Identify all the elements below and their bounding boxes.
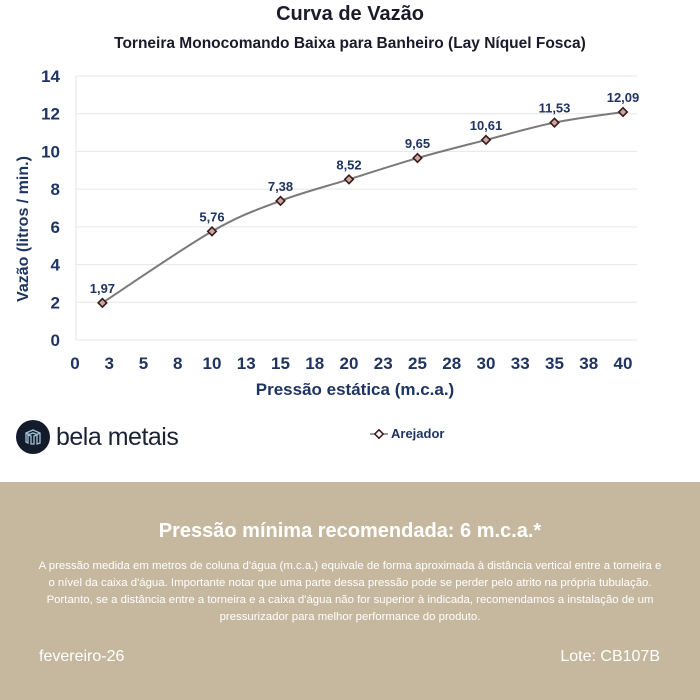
date-label: fevereiro-26 [39,648,125,665]
legend-label: Arejador [391,426,445,441]
data-point [412,152,423,164]
y-tick-label: 6 [51,218,60,237]
x-tick-label: 10 [203,354,222,373]
min-pressure-title: Pressão mínima recomendada: 6 m.c.a.* [158,520,542,542]
pressure-explanation: A pressão medida em metros de coluna d'á… [38,560,662,623]
data-point [480,134,492,146]
y-tick-label: 8 [51,180,60,199]
y-tick-labels: 0 2 4 6 8 10 12 14 [41,67,60,350]
x-tick-label: 23 [374,354,393,373]
x-tick-label: 33 [511,354,530,373]
y-tick-label: 14 [41,67,60,86]
data-label: 5,76 [199,209,224,224]
x-tick-label: 0 [70,354,79,373]
brand-name: bela metais [56,422,179,451]
data-point [549,117,560,128]
data-label: 10,61 [470,118,503,133]
data-label: 8,52 [336,157,361,172]
x-tick-label: 5 [139,354,148,373]
x-tick-label: 20 [340,354,359,373]
x-tick-labels: 0 3 5 8 10 13 15 18 20 23 25 28 30 33 35 38 40 [70,354,632,373]
x-tick-label: 28 [442,354,461,373]
y-axis-label: Vazão (litros / min.) [15,156,32,302]
chart-subtitle: Torneira Monocomando Baixa para Banheiro… [114,35,586,52]
x-tick-label: 15 [271,354,290,373]
logo-mark-icon [16,420,50,454]
y-tick-label: 0 [51,331,60,350]
data-point [617,106,629,118]
series-line [101,111,624,304]
data-point [97,297,108,309]
data-label: 1,97 [90,281,115,296]
x-tick-label: 25 [408,354,427,373]
y-tick-label: 10 [41,142,60,161]
y-tick-label: 12 [41,105,60,124]
legend-line-marker-icon [370,428,388,439]
lot-label: Lote: CB107B [560,648,660,665]
x-tick-label: 13 [237,354,256,373]
legend: Arejador [370,426,444,441]
brand-logo: bela metais [16,420,179,454]
data-label: 11,53 [539,101,571,116]
y-tick-label: 4 [51,256,61,275]
x-tick-label: 35 [545,354,564,373]
data-point [343,173,355,185]
footer-panel: Pressão mínima recomendada: 6 m.c.a.* A … [0,482,700,700]
x-tick-label: 38 [579,354,598,373]
series-arejador: 1,97 5,76 7,38 8,52 9,65 10,61 11,53 12,09 [90,90,640,309]
x-axis-label: Pressão estática (m.c.a.) [255,380,455,399]
x-tick-label: 30 [477,354,496,373]
x-tick-label: 3 [105,354,114,373]
data-label: 7,38 [268,179,293,194]
data-label: 9,65 [405,136,430,151]
grid-lines [75,75,637,341]
chart-title: Curva de Vazão [276,3,424,25]
data-point [275,195,286,207]
data-point [206,226,218,237]
x-tick-label: 18 [305,354,324,373]
y-tick-label: 2 [51,293,60,312]
data-label: 12,09 [607,90,640,105]
x-tick-label: 40 [614,354,633,373]
x-tick-label: 8 [173,354,182,373]
